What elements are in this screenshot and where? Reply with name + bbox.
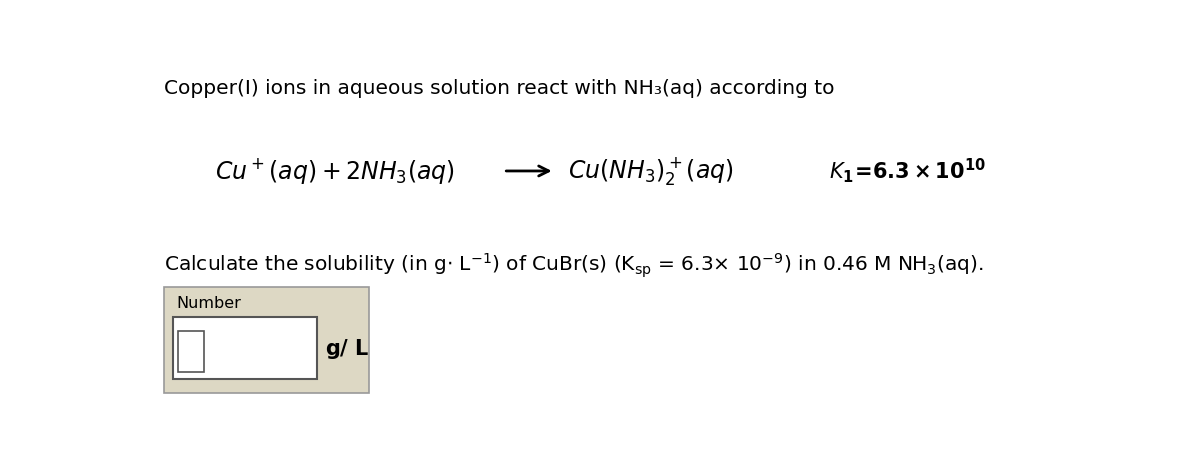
Text: Number: Number (176, 296, 241, 311)
Bar (164, 287, 368, 393)
Bar (173, 317, 317, 378)
Text: $\bf\mathit{Cu^+(aq)+2NH_3(aq)}$: $\bf\mathit{Cu^+(aq)+2NH_3(aq)}$ (215, 156, 455, 186)
Bar (178, 331, 204, 372)
Text: $\mathbf{\mathit{K}_1\!=\!6.3\times10^{10}}$: $\mathbf{\mathit{K}_1\!=\!6.3\times10^{1… (829, 157, 985, 186)
Text: Copper(I) ions in aqueous solution react with NH₃(aq) according to: Copper(I) ions in aqueous solution react… (164, 80, 834, 98)
Text: $\bf\mathit{Cu(NH_3)_2^+(aq)}$: $\bf\mathit{Cu(NH_3)_2^+(aq)}$ (569, 155, 734, 187)
Text: Calculate the solubility (in g$\cdot$ L$^{-1}$) of CuBr(s) (K$_{\mathregular{sp}: Calculate the solubility (in g$\cdot$ L$… (164, 252, 983, 280)
Text: $\mathbf{g/\ L}$: $\mathbf{g/\ L}$ (325, 337, 368, 361)
